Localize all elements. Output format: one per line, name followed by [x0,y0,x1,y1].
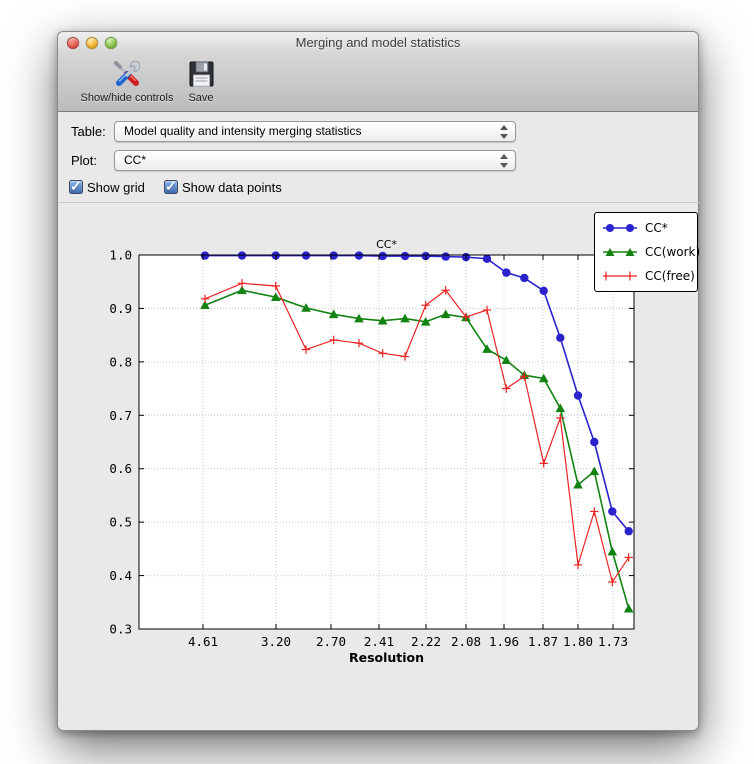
checkbox-checked-icon: ✓ [164,178,178,194]
table-select[interactable]: Model quality and intensity merging stat… [114,121,516,142]
svg-text:0.7: 0.7 [109,408,132,423]
svg-text:2.41: 2.41 [364,634,394,649]
legend-label: CC* [645,221,668,235]
svg-text:2.70: 2.70 [316,634,346,649]
save-label: Save [188,92,214,104]
table-select-value: Model quality and intensity merging stat… [124,124,362,138]
show-hide-controls-label: Show/hide controls [80,92,174,104]
legend-ccstar-marker-icon [603,224,637,232]
chart-legend: CC* CC(work) CC(free) [594,212,701,292]
show-grid-checkbox[interactable]: ✓ Show grid [69,178,145,195]
legend-ccwork-marker-icon [603,248,637,256]
legend-item: CC(work) [602,240,701,264]
chart-title: CC* [376,238,397,251]
stepper-arrows-icon [499,154,508,168]
save-button[interactable]: Save [178,58,224,104]
svg-text:1.87: 1.87 [528,634,558,649]
svg-text:0.5: 0.5 [109,515,132,530]
window-title: Merging and model statistics [295,35,461,50]
close-button[interactable] [67,37,79,49]
stepper-arrows-icon [499,125,508,139]
checkbox-checked-icon: ✓ [69,178,83,194]
svg-text:1.73: 1.73 [598,634,628,649]
svg-text:2.22: 2.22 [411,634,441,649]
app-window: Merging and model statistics Show/hide c… [57,31,700,733]
show-grid-label: Show grid [87,179,145,195]
checkmark-icon: ✓ [70,178,82,194]
legend-ccfree-marker-icon [603,271,637,281]
x-axis-label: Resolution [349,650,424,665]
svg-text:0.8: 0.8 [109,354,132,369]
plot-label: Plot: [71,153,98,168]
svg-text:0.6: 0.6 [109,461,132,476]
tools-icon [114,60,141,86]
svg-text:1.96: 1.96 [489,634,519,649]
svg-text:0.4: 0.4 [109,568,132,583]
toolbar: Show/hide controls Save [58,54,698,112]
titlebar: Merging and model statistics [58,32,698,54]
legend-label: CC(free) [645,269,695,283]
svg-text:3.20: 3.20 [261,634,291,649]
chart: 4.61 3.20 2.70 2.41 2.22 2.08 1.96 1.87 1.80 1.73… [109,238,635,665]
checkmark-icon: ✓ [165,178,177,194]
svg-text:0.3: 0.3 [109,622,132,637]
show-data-points-checkbox[interactable]: ✓ Show data points [164,178,282,195]
chart-panel: 4.61 3.20 2.70 2.41 2.22 2.08 1.96 1.87 1.80 1.73… [58,202,700,733]
show-hide-controls-button[interactable]: Show/hide controls [72,58,182,104]
plot-select-value: CC* [124,153,147,167]
zoom-button[interactable] [105,37,117,49]
svg-text:0.9: 0.9 [109,301,132,316]
plot-select[interactable]: CC* [114,150,516,171]
svg-text:4.61: 4.61 [188,634,218,649]
save-icon [189,61,214,87]
legend-item: CC* [602,216,697,240]
legend-item: CC(free) [602,264,697,288]
legend-label: CC(work) [645,245,701,259]
table-label: Table: [71,124,106,139]
svg-text:1.80: 1.80 [563,634,593,649]
show-data-points-label: Show data points [182,179,282,195]
svg-text:2.08: 2.08 [451,634,481,649]
svg-text:1.0: 1.0 [109,248,132,263]
minimize-button[interactable] [86,37,98,49]
